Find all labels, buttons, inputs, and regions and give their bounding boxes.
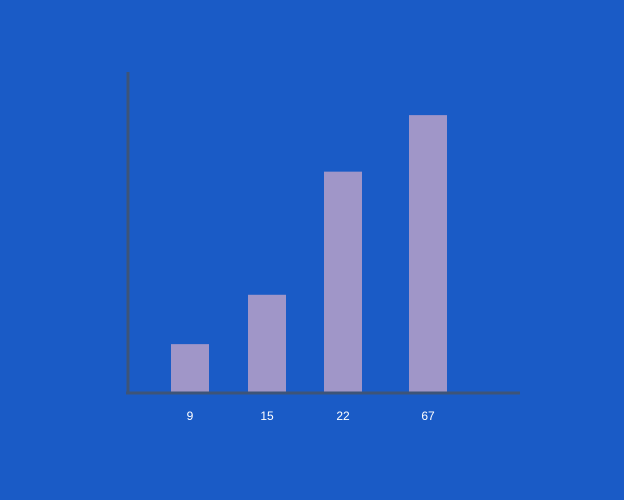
x-tick-label: 22 [336, 409, 350, 423]
bars-group [171, 115, 447, 394]
x-tick-label: 67 [421, 409, 435, 423]
bar-9 [171, 344, 209, 393]
x-tick-label: 9 [187, 409, 194, 423]
bar-15 [248, 294, 286, 393]
x-tick-label: 15 [260, 409, 274, 423]
bar-22 [324, 171, 362, 393]
bar-67 [409, 115, 447, 394]
x-tick-labels: 9 15 22 67 [187, 409, 435, 423]
